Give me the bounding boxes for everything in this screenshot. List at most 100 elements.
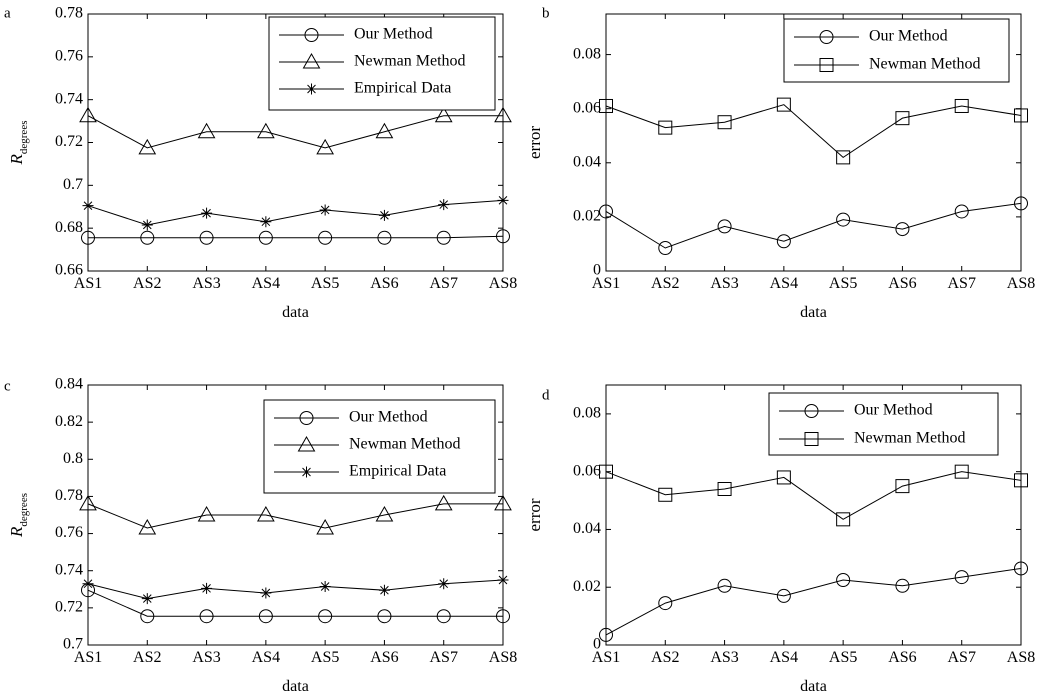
x-tick-label: AS3 — [192, 275, 220, 292]
series-our-method — [81, 229, 510, 245]
data-point-circle — [836, 573, 851, 587]
panel-label: b — [542, 5, 550, 21]
x-tick-label: AS8 — [489, 275, 517, 292]
legend-marker-triangle — [297, 435, 316, 452]
y-tick-label: 0.7 — [63, 636, 83, 653]
panel-label: d — [542, 387, 550, 403]
data-point-triangle — [138, 518, 157, 535]
x-tick-label: AS5 — [829, 649, 857, 666]
y-tick-label: 0 — [593, 636, 601, 653]
data-point-square — [776, 470, 791, 485]
series-line — [87, 579, 504, 600]
y-tick-label: 0.74 — [55, 90, 83, 107]
y-axis-label: Rdegrees — [7, 493, 30, 538]
legend-label: Our Method — [869, 28, 948, 45]
y-axis-label-main: R — [7, 153, 26, 165]
data-point-asterisk — [438, 199, 450, 211]
data-point-square — [717, 115, 732, 130]
data-point-circle — [81, 230, 95, 245]
series-line — [87, 589, 503, 617]
data-point-asterisk — [497, 194, 509, 206]
series-line — [87, 199, 504, 226]
data-point-asterisk — [201, 207, 213, 219]
y-tick-label: 0.08 — [573, 405, 601, 422]
data-point-circle — [496, 229, 510, 244]
x-tick-label: AS4 — [252, 275, 280, 292]
y-tick-label: 0.68 — [55, 219, 83, 236]
data-point-asterisk — [82, 578, 94, 590]
y-tick-label: 0.72 — [55, 133, 83, 150]
data-point-square — [599, 98, 613, 113]
series-line — [88, 235, 504, 239]
data-point-circle — [658, 596, 673, 611]
data-point-asterisk — [201, 582, 213, 594]
data-point-triangle — [79, 106, 97, 123]
series-our-method — [81, 583, 510, 624]
data-point-circle — [258, 230, 273, 245]
data-point-square — [836, 512, 851, 527]
data-point-square — [658, 487, 673, 502]
legend-marker-asterisk — [306, 83, 317, 95]
data-point-circle — [318, 609, 333, 624]
y-tick-label: 0.76 — [55, 524, 83, 541]
legend-label: Our Method — [354, 26, 433, 43]
data-point-triangle — [256, 505, 275, 522]
series-empirical-data — [82, 194, 509, 231]
data-point-asterisk — [497, 574, 509, 586]
data-point-circle — [1014, 561, 1028, 576]
data-point-square — [658, 120, 673, 135]
x-tick-label: AS2 — [133, 275, 161, 292]
legend-label: Newman Method — [354, 53, 466, 70]
data-point-circle — [496, 609, 510, 624]
y-tick-label: 0.06 — [573, 99, 601, 116]
x-tick-label: AS1 — [74, 275, 102, 292]
y-axis-label-main: error — [525, 498, 544, 531]
data-point-circle — [717, 578, 732, 593]
data-point-asterisk — [319, 581, 331, 592]
legend-marker-circle — [299, 411, 314, 425]
legend-label: Empirical Data — [354, 80, 451, 97]
series-newman-method — [599, 97, 1028, 165]
data-point-triangle — [375, 505, 394, 522]
data-point-circle — [895, 222, 910, 237]
series-empirical-data — [82, 574, 509, 605]
legend-label: Our Method — [349, 409, 428, 426]
y-tick-label: 0.04 — [573, 153, 601, 170]
data-point-triangle — [138, 138, 157, 155]
y-axis-label: Rdegrees — [7, 121, 30, 166]
legend: Our Method Newman Method Empirical Data — [268, 16, 496, 111]
data-point-asterisk — [82, 200, 94, 212]
data-point-triangle — [316, 518, 335, 535]
data-point-circle — [377, 609, 392, 624]
legend-label: Newman Method — [349, 436, 461, 453]
y-tick-label: 0.02 — [573, 578, 601, 595]
plot-frame — [605, 13, 1022, 272]
data-point-asterisk — [141, 219, 153, 231]
x-tick-label: AS6 — [370, 275, 398, 292]
y-tick-label: 0.02 — [573, 208, 601, 225]
series-our-method — [599, 196, 1028, 256]
legend-label: Empirical Data — [349, 463, 446, 480]
data-point-triangle — [494, 106, 512, 123]
legend-box — [263, 399, 496, 494]
data-point-asterisk — [378, 584, 390, 596]
data-point-triangle — [375, 122, 394, 139]
series-line — [87, 503, 503, 529]
data-point-triangle — [434, 106, 453, 123]
panel-label: a — [4, 5, 11, 21]
y-tick-label: 0.8 — [63, 450, 83, 467]
legend-label: Newman Method — [869, 56, 981, 73]
y-tick-label: 0.84 — [55, 376, 83, 393]
x-tick-label: AS1 — [592, 275, 620, 292]
y-tick-label: 0.66 — [55, 262, 83, 279]
legend-marker-circle — [304, 28, 319, 42]
data-point-square — [1014, 473, 1028, 488]
y-axis-label-subscript: degrees — [18, 493, 30, 527]
series-newman-method — [79, 106, 512, 155]
data-point-circle — [140, 609, 155, 624]
legend-marker-circle — [804, 404, 819, 418]
chart-panel-d: d 0 0.02 0.04 0.06 0.08 AS1 AS2 AS3 AS4 AS5 AS6 AS7 A… — [525, 384, 1035, 695]
x-tick-label: AS6 — [370, 649, 398, 666]
y-tick-label: 0.06 — [573, 462, 601, 479]
y-axis-label-main: R — [7, 526, 26, 538]
